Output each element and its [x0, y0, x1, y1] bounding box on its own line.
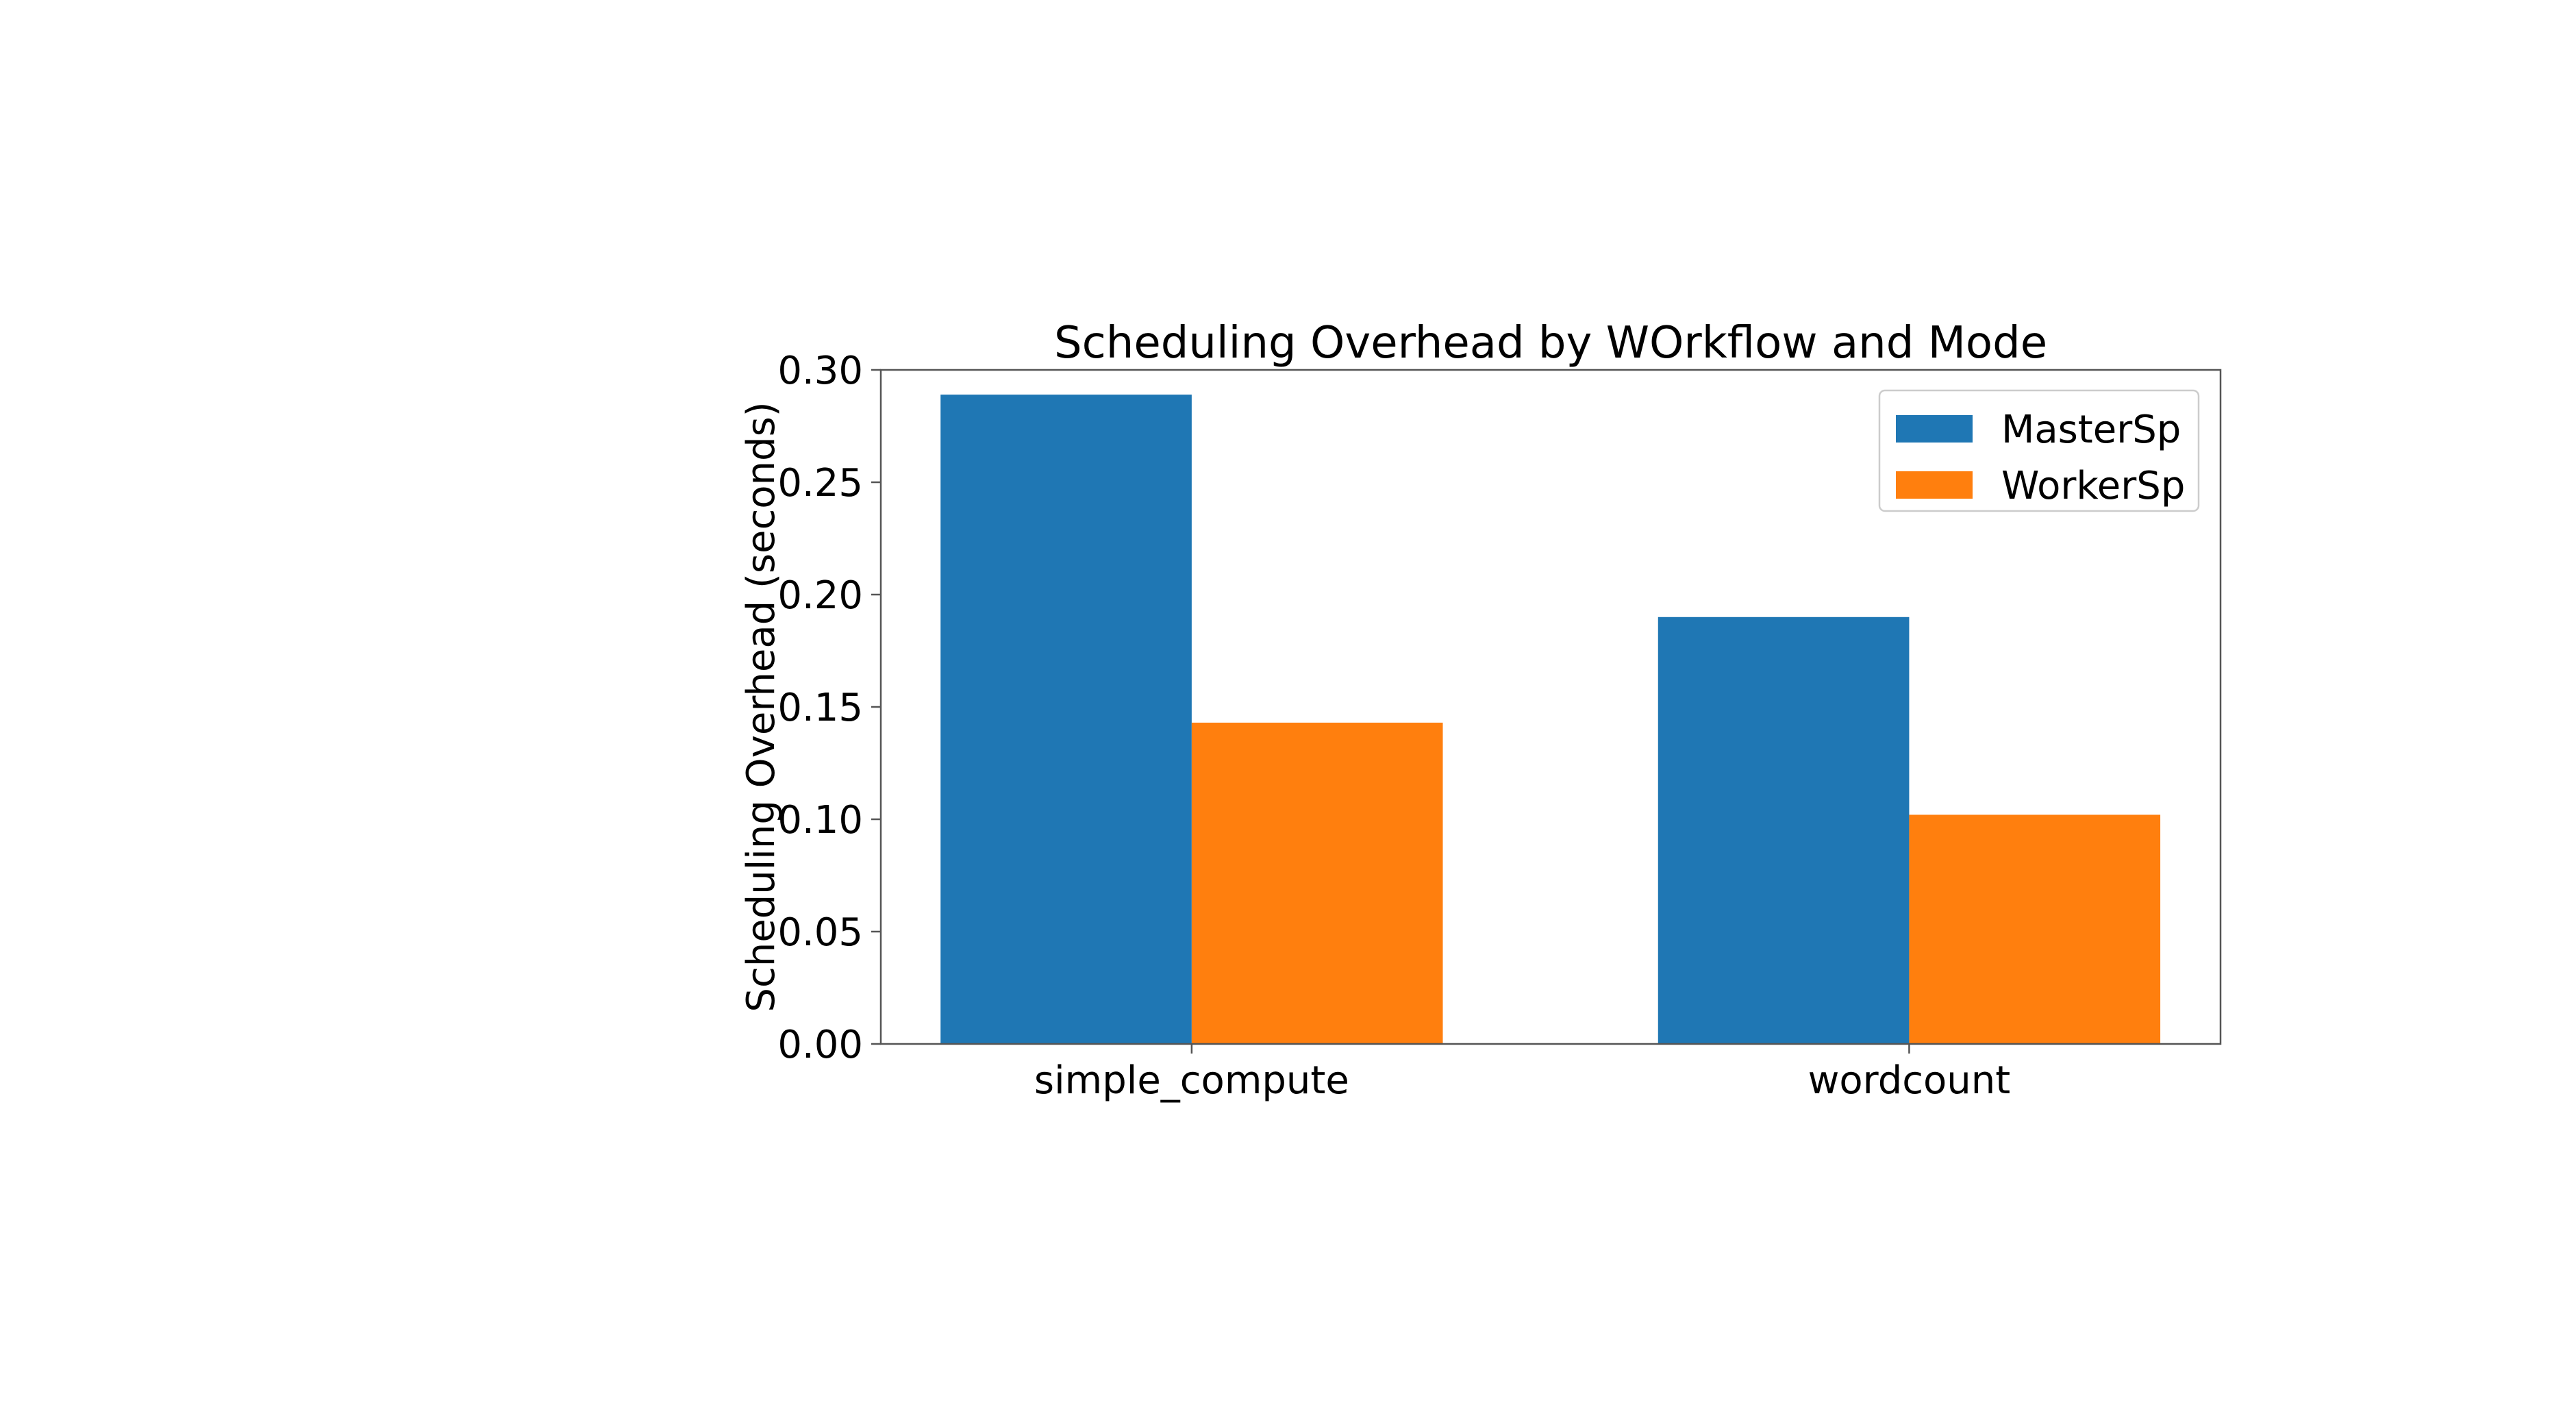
bar-workersp-wordcount [1909, 814, 2161, 1044]
y-tick-label: 0.10 [777, 798, 863, 843]
y-tick-label: 0.15 [777, 686, 863, 730]
y-axis-ticks: 0.00 0.05 0.10 0.15 0.20 0.25 0.30 [777, 349, 881, 1067]
y-tick-label: 0.25 [777, 461, 863, 506]
y-tick-label: 0.05 [777, 910, 863, 955]
y-tick-label: 0.30 [777, 349, 863, 393]
y-tick-label: 0.00 [777, 1023, 863, 1067]
bar-mastersp-simple-compute [940, 395, 1192, 1044]
bar-mastersp-wordcount [1658, 617, 1910, 1044]
legend-label-workersp: WorkerSp [2001, 464, 2185, 508]
y-tick-label: 0.20 [777, 573, 863, 618]
legend-swatch-workersp [1896, 471, 1973, 499]
chart-title: Scheduling Overhead by WOrkflow and Mode [1054, 318, 2047, 369]
legend: MasterSp WorkerSp [1878, 389, 2200, 512]
bar-workersp-simple-compute [1191, 722, 1443, 1044]
x-tick-label: wordcount [1808, 1058, 2011, 1103]
x-axis-ticks: simple_compute wordcount [1034, 1044, 2010, 1103]
bars-group [940, 395, 2161, 1044]
x-tick-label: simple_compute [1034, 1058, 1349, 1103]
legend-label-mastersp: MasterSp [2001, 408, 2181, 452]
y-axis-label: Scheduling Overhead (seconds) [739, 401, 784, 1012]
legend-swatch-mastersp [1896, 415, 1973, 443]
